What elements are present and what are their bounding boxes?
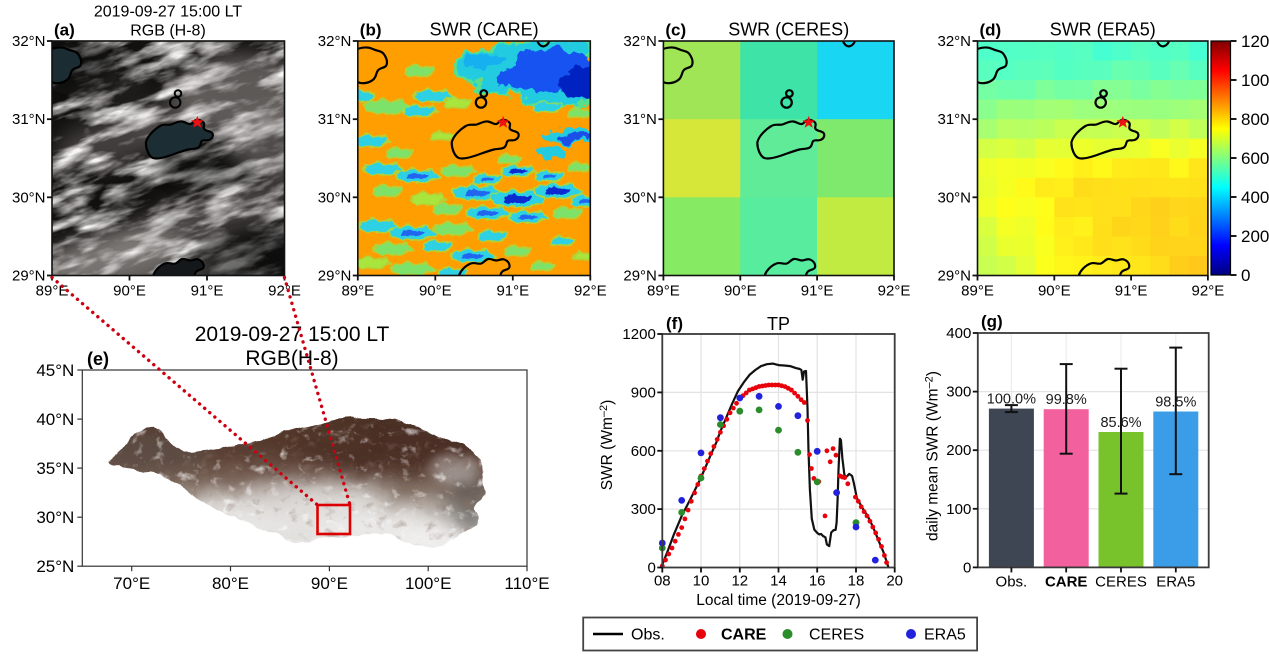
svg-text:12: 12 — [731, 573, 748, 590]
svg-text:92°E: 92°E — [878, 283, 911, 300]
svg-text:92°E: 92°E — [1192, 283, 1225, 300]
svg-text:daily mean SWR (Wm–2): daily mean SWR (Wm–2) — [924, 371, 942, 541]
svg-text:(a): (a) — [54, 21, 75, 40]
svg-text:29°N: 29°N — [12, 268, 46, 285]
svg-text:400: 400 — [946, 325, 971, 342]
svg-text:SWR (Wm–2): SWR (Wm–2) — [598, 400, 616, 491]
svg-text:110°E: 110°E — [504, 574, 549, 593]
svg-text:90°E: 90°E — [724, 283, 757, 300]
svg-text:29°N: 29°N — [623, 268, 657, 285]
svg-text:300: 300 — [631, 501, 656, 518]
svg-text:(f): (f) — [666, 314, 683, 333]
svg-text:0: 0 — [1241, 266, 1250, 285]
svg-text:91°E: 91°E — [191, 283, 224, 300]
svg-text:16: 16 — [809, 573, 826, 590]
svg-text:30°N: 30°N — [623, 189, 657, 206]
svg-text:30°N: 30°N — [36, 508, 74, 527]
svg-text:900: 900 — [631, 384, 656, 401]
svg-text:29°N: 29°N — [318, 268, 352, 285]
svg-text:100: 100 — [946, 501, 971, 518]
svg-text:(e): (e) — [87, 349, 109, 369]
svg-text:Obs.: Obs. — [996, 573, 1028, 590]
svg-text:CARE: CARE — [1045, 573, 1088, 590]
svg-text:SWR (ERA5): SWR (ERA5) — [1050, 20, 1156, 40]
svg-text:1200: 1200 — [1241, 32, 1269, 51]
svg-text:18: 18 — [848, 573, 865, 590]
svg-text:89°E: 89°E — [341, 283, 374, 300]
svg-text:Obs.: Obs. — [631, 627, 665, 644]
svg-text:(c): (c) — [665, 21, 686, 40]
svg-text:CERES: CERES — [1095, 573, 1147, 590]
svg-text:70°E: 70°E — [113, 574, 150, 593]
svg-text:90°E: 90°E — [1038, 283, 1071, 300]
svg-text:98.5%: 98.5% — [1155, 395, 1196, 411]
svg-text:100°E: 100°E — [405, 574, 452, 593]
svg-text:0: 0 — [647, 560, 655, 577]
svg-text:80°E: 80°E — [212, 574, 249, 593]
svg-text:90°E: 90°E — [419, 283, 452, 300]
svg-text:90°E: 90°E — [311, 574, 348, 593]
svg-text:(d): (d) — [980, 21, 1002, 40]
svg-text:30°N: 30°N — [318, 189, 352, 206]
svg-text:31°N: 31°N — [937, 111, 971, 128]
svg-text:SWR (CARE): SWR (CARE) — [430, 20, 539, 40]
svg-text:92°E: 92°E — [574, 283, 607, 300]
svg-text:Local time (2019-09-27): Local time (2019-09-27) — [696, 592, 861, 609]
svg-text:CARE: CARE — [721, 627, 767, 644]
svg-text:ERA5: ERA5 — [1156, 573, 1195, 590]
svg-text:85.6%: 85.6% — [1100, 415, 1141, 431]
svg-text:ERA5: ERA5 — [924, 627, 966, 644]
svg-text:RGB(H-8): RGB(H-8) — [245, 347, 338, 370]
svg-text:08: 08 — [654, 573, 671, 590]
svg-text:30°N: 30°N — [937, 189, 971, 206]
svg-text:300: 300 — [946, 384, 971, 401]
svg-text:SWR (CERES): SWR (CERES) — [728, 20, 849, 40]
svg-text:32°N: 32°N — [12, 33, 46, 50]
svg-text:31°N: 31°N — [623, 111, 657, 128]
svg-text:91°E: 91°E — [1115, 283, 1148, 300]
svg-text:0: 0 — [963, 559, 971, 576]
svg-text:600: 600 — [631, 443, 656, 460]
svg-text:90°E: 90°E — [113, 283, 146, 300]
svg-text:(b): (b) — [360, 21, 382, 40]
svg-text:400: 400 — [1241, 188, 1269, 207]
svg-text:CERES: CERES — [809, 627, 864, 644]
svg-text:200: 200 — [1241, 227, 1269, 246]
svg-text:91°E: 91°E — [496, 283, 529, 300]
svg-text:1000: 1000 — [1241, 71, 1269, 90]
svg-text:92°E: 92°E — [268, 283, 301, 300]
svg-text:20: 20 — [886, 573, 903, 590]
svg-text:30°N: 30°N — [12, 189, 46, 206]
svg-text:29°N: 29°N — [937, 268, 971, 285]
svg-text:99.8%: 99.8% — [1046, 392, 1087, 408]
svg-text:35°N: 35°N — [36, 459, 74, 478]
svg-text:45°N: 45°N — [36, 361, 74, 380]
svg-text:31°N: 31°N — [318, 111, 352, 128]
svg-text:25°N: 25°N — [36, 557, 74, 576]
svg-text:(g): (g) — [981, 312, 1003, 331]
svg-text:32°N: 32°N — [318, 33, 352, 50]
svg-text:91°E: 91°E — [801, 283, 834, 300]
svg-text:31°N: 31°N — [12, 111, 46, 128]
svg-text:89°E: 89°E — [961, 283, 994, 300]
svg-text:2019-09-27 15:00 LT: 2019-09-27 15:00 LT — [195, 323, 390, 346]
svg-text:100.0%: 100.0% — [987, 392, 1036, 408]
svg-text:32°N: 32°N — [937, 33, 971, 50]
svg-text:TP: TP — [767, 314, 790, 334]
svg-text:2019-09-27 15:00 LT: 2019-09-27 15:00 LT — [94, 4, 242, 21]
svg-text:RGB (H-8): RGB (H-8) — [130, 23, 206, 40]
svg-text:32°N: 32°N — [623, 33, 657, 50]
svg-text:40°N: 40°N — [36, 410, 74, 429]
svg-text:200: 200 — [946, 442, 971, 459]
svg-text:89°E: 89°E — [36, 283, 69, 300]
svg-text:1200: 1200 — [622, 326, 655, 343]
svg-text:10: 10 — [693, 573, 710, 590]
svg-text:14: 14 — [770, 573, 787, 590]
svg-text:800: 800 — [1241, 110, 1269, 129]
svg-text:600: 600 — [1241, 149, 1269, 168]
svg-text:89°E: 89°E — [647, 283, 680, 300]
